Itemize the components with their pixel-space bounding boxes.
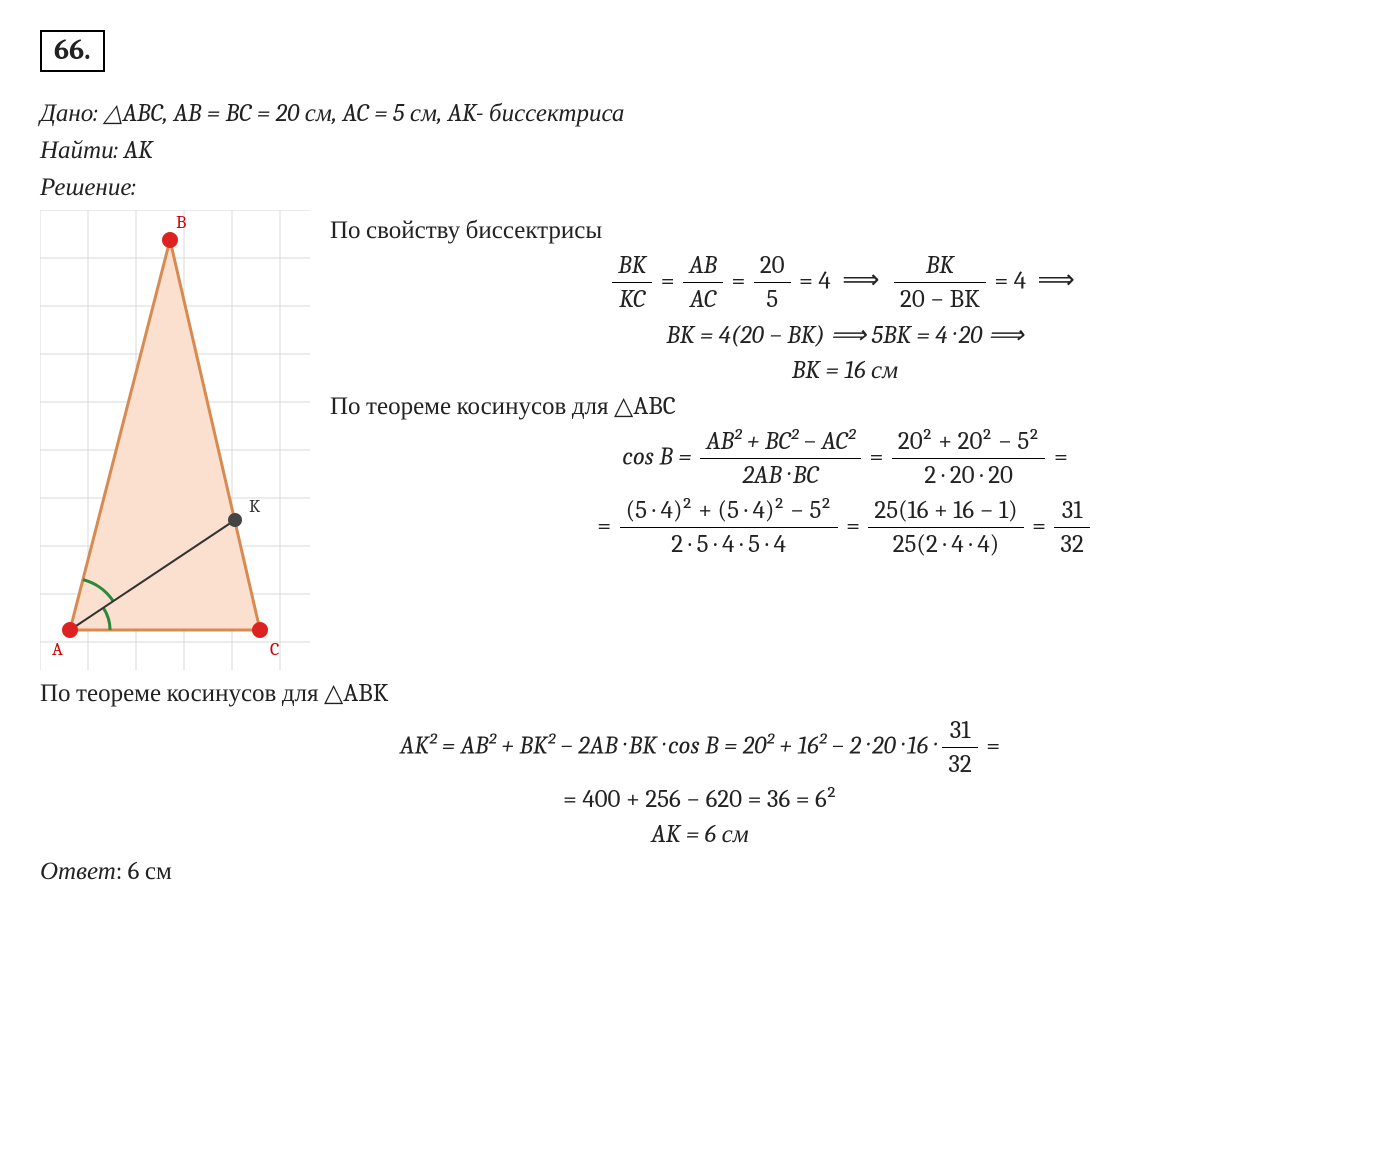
f: (5 · 4)² + (5 · 4)² − 5² (620, 496, 838, 528)
svg-text:K: K (249, 496, 261, 517)
cos-eq1: cos B = AB² + BC² − AC²2AB · BC = 20² + … (330, 427, 1360, 490)
find-text: : AK (114, 136, 153, 165)
step1-title: По свойству биссектрисы (330, 216, 1360, 245)
eq2: BK = 4(20 − BK) ⟹ 5BK = 4 · 20 ⟹ (330, 320, 1360, 350)
f: 32 (942, 748, 977, 779)
ak-eq3: AK = 6 см (40, 820, 1360, 849)
v: 4 (1014, 266, 1026, 295)
t: AK² = AB² + BK² − 2AB · BK · cos B = 20²… (400, 731, 934, 760)
ak-eq1: AK² = AB² + BK² − 2AB · BK · cos B = 20²… (40, 716, 1360, 779)
f: 2AB · BC (700, 459, 861, 490)
v: 4 (818, 266, 830, 295)
answer-line: Ответ: 6 см (40, 857, 1360, 886)
ak-eq2: = 400 + 256 − 620 = 36 = 6² (40, 785, 1360, 814)
f: 20² + 20² − 5² (892, 427, 1046, 459)
svg-text:C: C (270, 639, 279, 660)
triangle-figure: A B C K (40, 210, 310, 670)
f: 2 · 20 · 20 (892, 459, 1046, 490)
lbl: cos B = (622, 442, 691, 471)
step3-title: По теореме косинусов для △ABK (40, 678, 1360, 708)
f: AC (683, 283, 723, 314)
given-label: Дано (40, 99, 93, 128)
f: 32 (1054, 528, 1089, 559)
cos-eq2: = (5 · 4)² + (5 · 4)² − 5²2 · 5 · 4 · 5 … (330, 496, 1360, 559)
find-line: Найти: AK (40, 136, 1360, 165)
f: 5 (754, 283, 791, 314)
problem-number: 66. (40, 30, 105, 72)
f: 25(2 · 4 · 4) (868, 528, 1023, 559)
eq1: BKKC = ABAC = 205 = 4 ⟹ BK20 − BK = 4 ⟹ (330, 251, 1360, 314)
given-text: : △ABC, AB = BC = 20 см, AC = 5 см, AK- … (93, 99, 624, 128)
given-line: Дано: △ABC, AB = BC = 20 см, AC = 5 см, … (40, 98, 1360, 128)
svg-text:A: A (52, 639, 63, 660)
f: KC (612, 283, 652, 314)
answer-text: : 6 см (116, 857, 172, 886)
f: 31 (942, 716, 977, 748)
f: BK (612, 251, 652, 283)
eq3: BK = 16 см (330, 356, 1360, 385)
step2-title: По теореме косинусов для △ABC (330, 391, 1360, 421)
f: 25(16 + 16 − 1) (868, 496, 1023, 528)
find-label: Найти (40, 136, 114, 165)
svg-text:B: B (176, 212, 186, 233)
f: BK (894, 251, 986, 283)
solution-label: Решение: (40, 173, 1360, 202)
f: 31 (1054, 496, 1089, 528)
f: AB (683, 251, 723, 283)
answer-label: Ответ (40, 857, 116, 886)
f: 2 · 5 · 4 · 5 · 4 (620, 528, 838, 559)
f: AB² + BC² − AC² (700, 427, 861, 459)
math-column: По свойству биссектрисы BKKC = ABAC = 20… (330, 210, 1360, 565)
f: 20 − BK (894, 283, 986, 314)
f: 20 (754, 251, 791, 283)
solution-body: A B C K По свойству биссектрисы BKKC = A… (40, 210, 1360, 670)
